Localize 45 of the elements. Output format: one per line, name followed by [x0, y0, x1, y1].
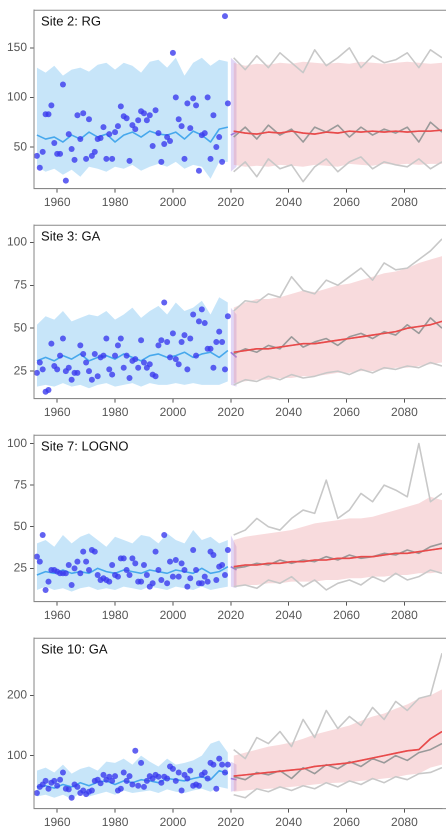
x-tick-label: 2000 [160, 608, 187, 622]
x-tick-label: 2020 [217, 195, 244, 210]
y-tick-label: 50 [14, 320, 28, 335]
x-tick-label: 2060 [333, 405, 360, 420]
y-tick-label: 50 [14, 519, 28, 534]
x-tick-label: 2080 [391, 608, 418, 622]
x-tick-label: 2000 [160, 405, 187, 420]
x-tick-label: 2040 [275, 195, 302, 210]
x-tick-label: 2040 [275, 405, 302, 420]
x-tick-label: 1960 [44, 405, 71, 420]
y-tick-label: 150 [6, 40, 28, 54]
chart-title: Site 10: GA [41, 641, 108, 656]
x-tick-label: 2080 [391, 815, 418, 830]
y-tick-label: 200 [6, 688, 28, 702]
x-tick-label: 2040 [275, 815, 302, 830]
chart-title: Site 7: LOGNO [41, 438, 128, 454]
x-tick-label: 2080 [391, 195, 418, 210]
y-tick-label: 25 [14, 560, 28, 575]
x-tick-label: 1960 [44, 195, 71, 210]
x-tick-label: 2040 [275, 608, 302, 622]
y-tick-label: 100 [6, 90, 28, 104]
x-tick-label: 2060 [333, 608, 360, 622]
x-tick-label: 1980 [102, 815, 129, 830]
x-tick-label: 1980 [102, 405, 129, 420]
x-tick-label: 2020 [217, 815, 244, 830]
y-tick-label: 100 [6, 436, 28, 450]
x-tick-label: 1960 [44, 608, 71, 622]
chart-title: Site 3: GA [41, 228, 101, 244]
y-tick-label: 100 [6, 234, 28, 249]
x-tick-label: 1980 [102, 608, 129, 622]
y-tick-label: 50 [14, 139, 28, 154]
x-tick-label: 2060 [333, 815, 360, 830]
chart-title: Site 2: RG [41, 13, 101, 28]
y-tick-label: 75 [14, 477, 28, 492]
x-tick-label: 2000 [160, 195, 187, 210]
x-tick-label: 1980 [102, 195, 129, 210]
x-tick-label: 2020 [217, 608, 244, 622]
x-tick-label: 1960 [44, 815, 71, 830]
y-tick-label: 25 [14, 363, 28, 378]
x-tick-label: 2080 [391, 405, 418, 420]
x-tick-label: 2000 [160, 815, 187, 830]
y-tick-label: 75 [14, 278, 28, 292]
x-tick-label: 2020 [217, 405, 244, 420]
x-tick-label: 2060 [333, 195, 360, 210]
y-tick-label: 100 [6, 748, 28, 762]
